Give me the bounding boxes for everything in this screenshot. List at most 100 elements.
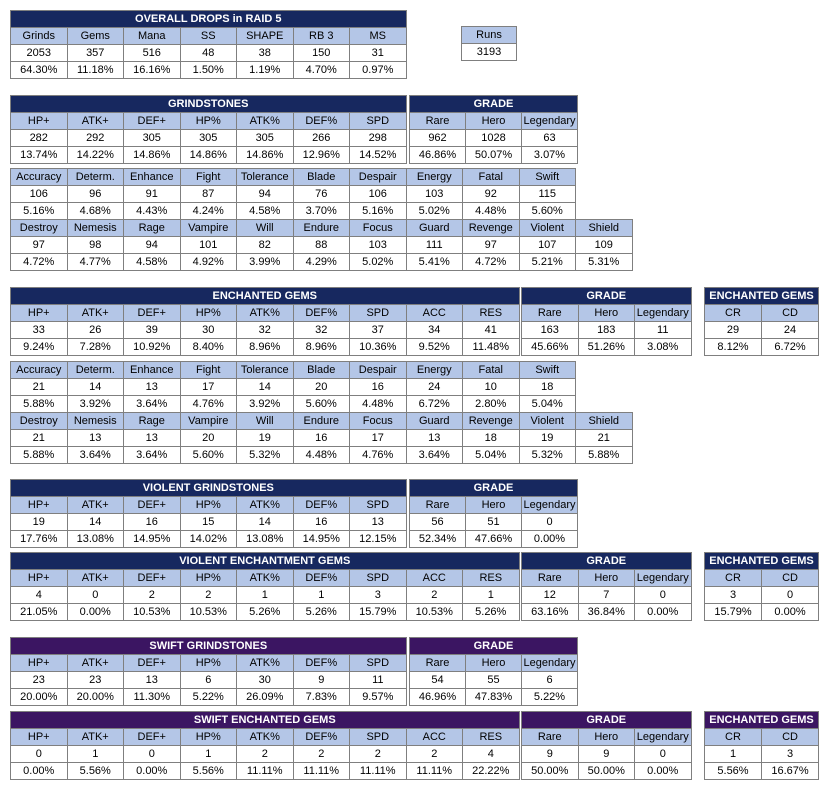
table-cell[interactable]: 7 [577,586,635,604]
table-cell[interactable]: 37 [349,321,407,339]
table-cell[interactable]: 17 [349,429,407,447]
table-cell[interactable]: 1.19% [236,61,294,79]
table-cell[interactable]: 63 [521,129,578,147]
table-cell[interactable]: 54 [409,671,466,689]
table-cell[interactable]: 305 [236,129,294,147]
table-cell[interactable]: 2 [123,586,181,604]
table-cell[interactable]: 13 [123,671,181,689]
table-cell[interactable]: 1 [292,586,350,604]
table-cell[interactable]: 103 [405,185,463,203]
table-cell[interactable]: 5.32% [518,446,576,464]
table-cell[interactable]: 14.02% [179,530,237,548]
table-cell[interactable]: 4.24% [179,202,237,220]
table-cell[interactable]: 14.86% [179,146,237,164]
table-cell[interactable]: 56 [409,513,466,531]
table-cell[interactable]: 4.68% [66,202,124,220]
table-cell[interactable]: 96 [66,185,124,203]
table-cell[interactable]: 34 [405,321,463,339]
table-cell[interactable]: 17 [179,378,237,396]
table-cell[interactable]: 23 [66,671,124,689]
table-cell[interactable]: 5.04% [462,446,520,464]
table-cell[interactable]: 30 [179,321,237,339]
table-cell[interactable]: 3.70% [292,202,350,220]
table-cell[interactable]: 10.53% [405,603,463,621]
table-cell[interactable]: 21 [575,429,633,447]
table-cell[interactable]: 98 [66,236,124,254]
table-cell[interactable]: 516 [123,44,181,62]
table-cell[interactable]: 0.00% [123,762,181,780]
table-cell[interactable]: 5.02% [405,202,463,220]
table-cell[interactable]: 92 [462,185,520,203]
table-cell[interactable]: 106 [10,185,68,203]
table-cell[interactable]: 0 [123,745,181,763]
table-cell[interactable]: 0.97% [349,61,407,79]
table-cell[interactable]: 4.76% [179,395,237,413]
table-cell[interactable]: 3193 [461,43,517,61]
table-cell[interactable]: 3.64% [123,395,181,413]
table-cell[interactable]: 47.66% [465,530,522,548]
table-cell[interactable]: 5.26% [462,603,520,621]
table-cell[interactable]: 0.00% [10,762,68,780]
table-cell[interactable]: 11 [349,671,407,689]
table-cell[interactable]: 97 [10,236,68,254]
table-cell[interactable]: 0 [66,586,124,604]
table-cell[interactable]: 48 [179,44,237,62]
table-cell[interactable]: 5.21% [518,253,576,271]
table-cell[interactable]: 5.56% [179,762,237,780]
table-cell[interactable]: 41 [462,321,520,339]
table-cell[interactable]: 103 [349,236,407,254]
table-cell[interactable]: 31 [349,44,407,62]
table-cell[interactable]: 5.60% [518,202,576,220]
table-cell[interactable]: 5.60% [292,395,350,413]
table-cell[interactable]: 0 [10,745,68,763]
table-cell[interactable]: 3.99% [236,253,294,271]
table-cell[interactable]: 21 [10,378,68,396]
table-cell[interactable]: 12 [521,586,579,604]
table-cell[interactable]: 5.16% [10,202,68,220]
table-cell[interactable]: 19 [236,429,294,447]
table-cell[interactable]: 17.76% [10,530,68,548]
table-cell[interactable]: 11.11% [405,762,463,780]
table-cell[interactable]: 51 [465,513,522,531]
table-cell[interactable]: 13 [405,429,463,447]
table-cell[interactable]: 962 [409,129,466,147]
table-cell[interactable]: 5.88% [10,446,68,464]
table-cell[interactable]: 55 [465,671,522,689]
table-cell[interactable]: 10.92% [123,338,181,356]
table-cell[interactable]: 3.64% [123,446,181,464]
table-cell[interactable]: 9.52% [405,338,463,356]
table-cell[interactable]: 5.56% [704,762,762,780]
table-cell[interactable]: 0 [634,745,692,763]
table-cell[interactable]: 5.26% [292,603,350,621]
table-cell[interactable]: 7.83% [292,688,350,706]
table-cell[interactable]: 18 [518,378,576,396]
table-cell[interactable]: 16 [123,513,181,531]
table-cell[interactable]: 1028 [465,129,522,147]
table-cell[interactable]: 45.66% [521,338,579,356]
table-cell[interactable]: 9 [521,745,579,763]
table-cell[interactable]: 305 [179,129,237,147]
table-cell[interactable]: 15.79% [349,603,407,621]
table-cell[interactable]: 5.02% [349,253,407,271]
table-cell[interactable]: 10.53% [179,603,237,621]
table-cell[interactable]: 20.00% [10,688,68,706]
table-cell[interactable]: 111 [405,236,463,254]
table-cell[interactable]: 3.64% [405,446,463,464]
table-cell[interactable]: 1 [236,586,294,604]
table-cell[interactable]: 51.26% [577,338,635,356]
table-cell[interactable]: 4.43% [123,202,181,220]
table-cell[interactable]: 20 [292,378,350,396]
table-cell[interactable]: 6.72% [405,395,463,413]
table-cell[interactable]: 3 [349,586,407,604]
table-cell[interactable]: 5.22% [179,688,237,706]
table-cell[interactable]: 8.96% [292,338,350,356]
table-cell[interactable]: 63.16% [521,603,579,621]
table-cell[interactable]: 4.48% [292,446,350,464]
table-cell[interactable]: 64.30% [10,61,68,79]
table-cell[interactable]: 39 [123,321,181,339]
table-cell[interactable]: 305 [123,129,181,147]
table-cell[interactable]: 5.60% [179,446,237,464]
table-cell[interactable]: 32 [292,321,350,339]
table-cell[interactable]: 24 [760,321,820,339]
table-cell[interactable]: 32 [236,321,294,339]
